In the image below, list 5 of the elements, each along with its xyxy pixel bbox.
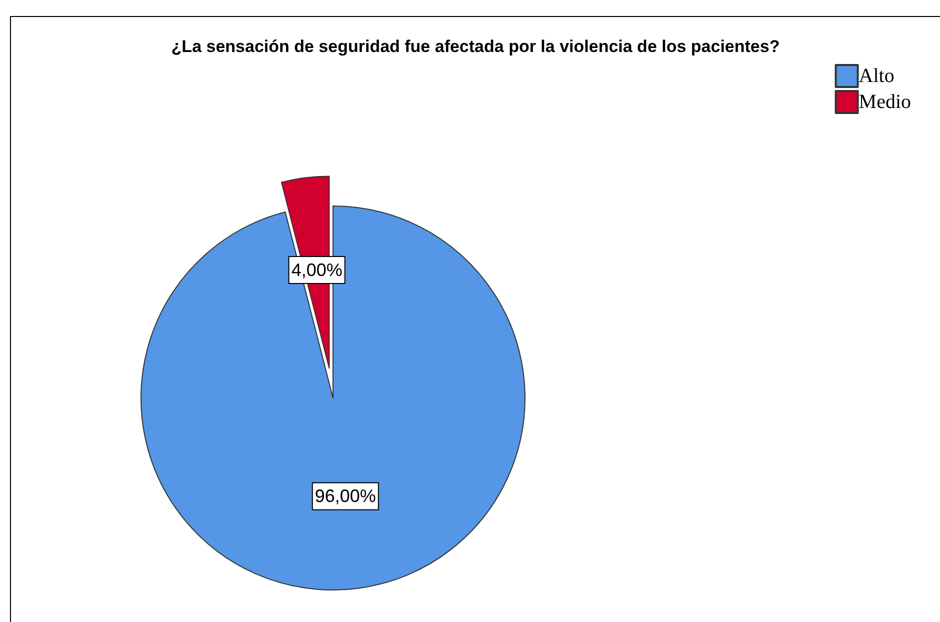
legend-label: Medio	[858, 91, 911, 113]
data-label: 96,00%	[314, 486, 376, 506]
data-label: 4,00%	[291, 260, 342, 280]
legend-label: Alto	[858, 65, 894, 87]
chart-title: ¿La sensación de seguridad fue afectada por la violencia de los pacientes?	[171, 37, 780, 56]
